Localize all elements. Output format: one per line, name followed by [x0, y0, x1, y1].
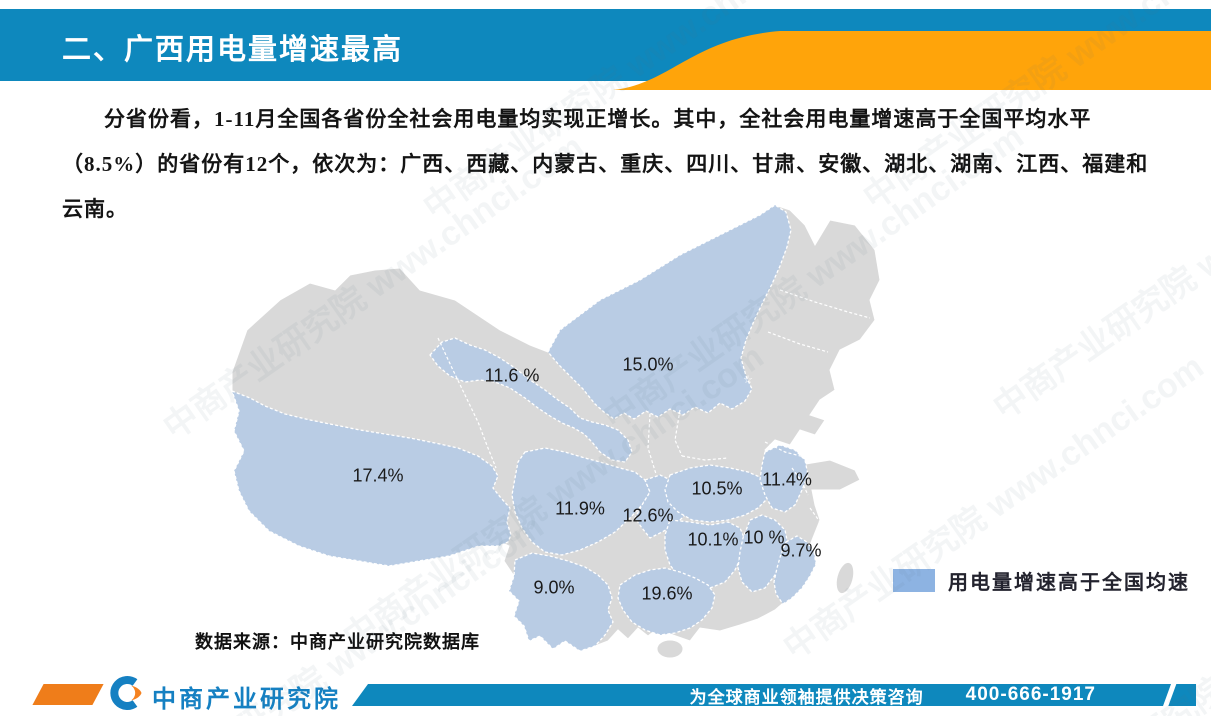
brand-logo-icon	[110, 676, 142, 710]
province-jiangxi	[737, 514, 789, 593]
province-yunnan	[508, 552, 614, 652]
legend-label: 用电量增速高于全国均速	[948, 572, 1190, 594]
map-label-jiangxi: 10 %	[743, 527, 785, 548]
footer-slash-decoration	[1162, 684, 1177, 706]
china-map: ☆	[231, 204, 881, 659]
province-sichuan	[511, 447, 651, 556]
header-swoosh-shape	[613, 31, 1211, 90]
island-hainan	[656, 639, 684, 659]
footer-phone: 400-666-1917	[965, 684, 1096, 705]
page-title: 二、广西用电量增速最高	[62, 34, 404, 66]
map-label-inner-mongolia: 15.0%	[622, 354, 674, 375]
body-paragraph: 分省份看，1-11月全国各省份全社会用电量均实现正增长。其中，全社会用电量增速高…	[62, 107, 1149, 221]
map-label-chongqing: 12.6%	[622, 505, 674, 526]
brand-name: 中商产业研究院	[152, 686, 341, 713]
province-hunan	[664, 519, 746, 589]
legend-swatch	[893, 569, 935, 592]
map-label-anhui: 11.4%	[762, 469, 812, 490]
province-gansu	[429, 337, 633, 463]
footer-tagline: 为全球商业领袖提供决策咨询	[689, 687, 924, 707]
map-label-gansu: 11.6 %	[484, 365, 540, 386]
province-inner-mongolia	[547, 204, 792, 420]
island-taiwan	[835, 561, 855, 595]
footer-bar: 为全球商业领袖提供决策咨询 400-666-1917	[352, 684, 1196, 706]
map-label-sichuan: 11.9%	[555, 498, 605, 519]
data-source-note: 数据来源：中商产业研究院数据库	[195, 632, 480, 652]
china-map-container: ☆ 11.6 % 15.0% 17.4% 11.9% 12.6% 10.5% 1…	[180, 190, 920, 670]
map-label-yunnan: 9.0%	[533, 577, 575, 598]
footer: 中商产业研究院 为全球商业领袖提供决策咨询 400-666-1917	[0, 670, 1211, 716]
map-label-fujian: 9.7%	[780, 540, 822, 561]
footer-accent-shape	[32, 684, 104, 705]
map-label-hubei: 10.5%	[691, 478, 743, 499]
province-fujian	[773, 535, 817, 605]
province-hubei	[664, 464, 773, 523]
province-borders	[437, 289, 871, 537]
province-tibet	[231, 390, 512, 567]
map-label-hunan: 10.1%	[687, 529, 739, 550]
map-label-tibet: 17.4%	[352, 465, 404, 486]
beijing-star-icon: ☆	[743, 374, 753, 386]
province-guangxi	[617, 567, 716, 636]
map-legend: 用电量增速高于全国均速	[893, 566, 1190, 595]
map-label-guangxi: 19.6%	[641, 583, 693, 604]
province-anhui	[759, 444, 809, 513]
